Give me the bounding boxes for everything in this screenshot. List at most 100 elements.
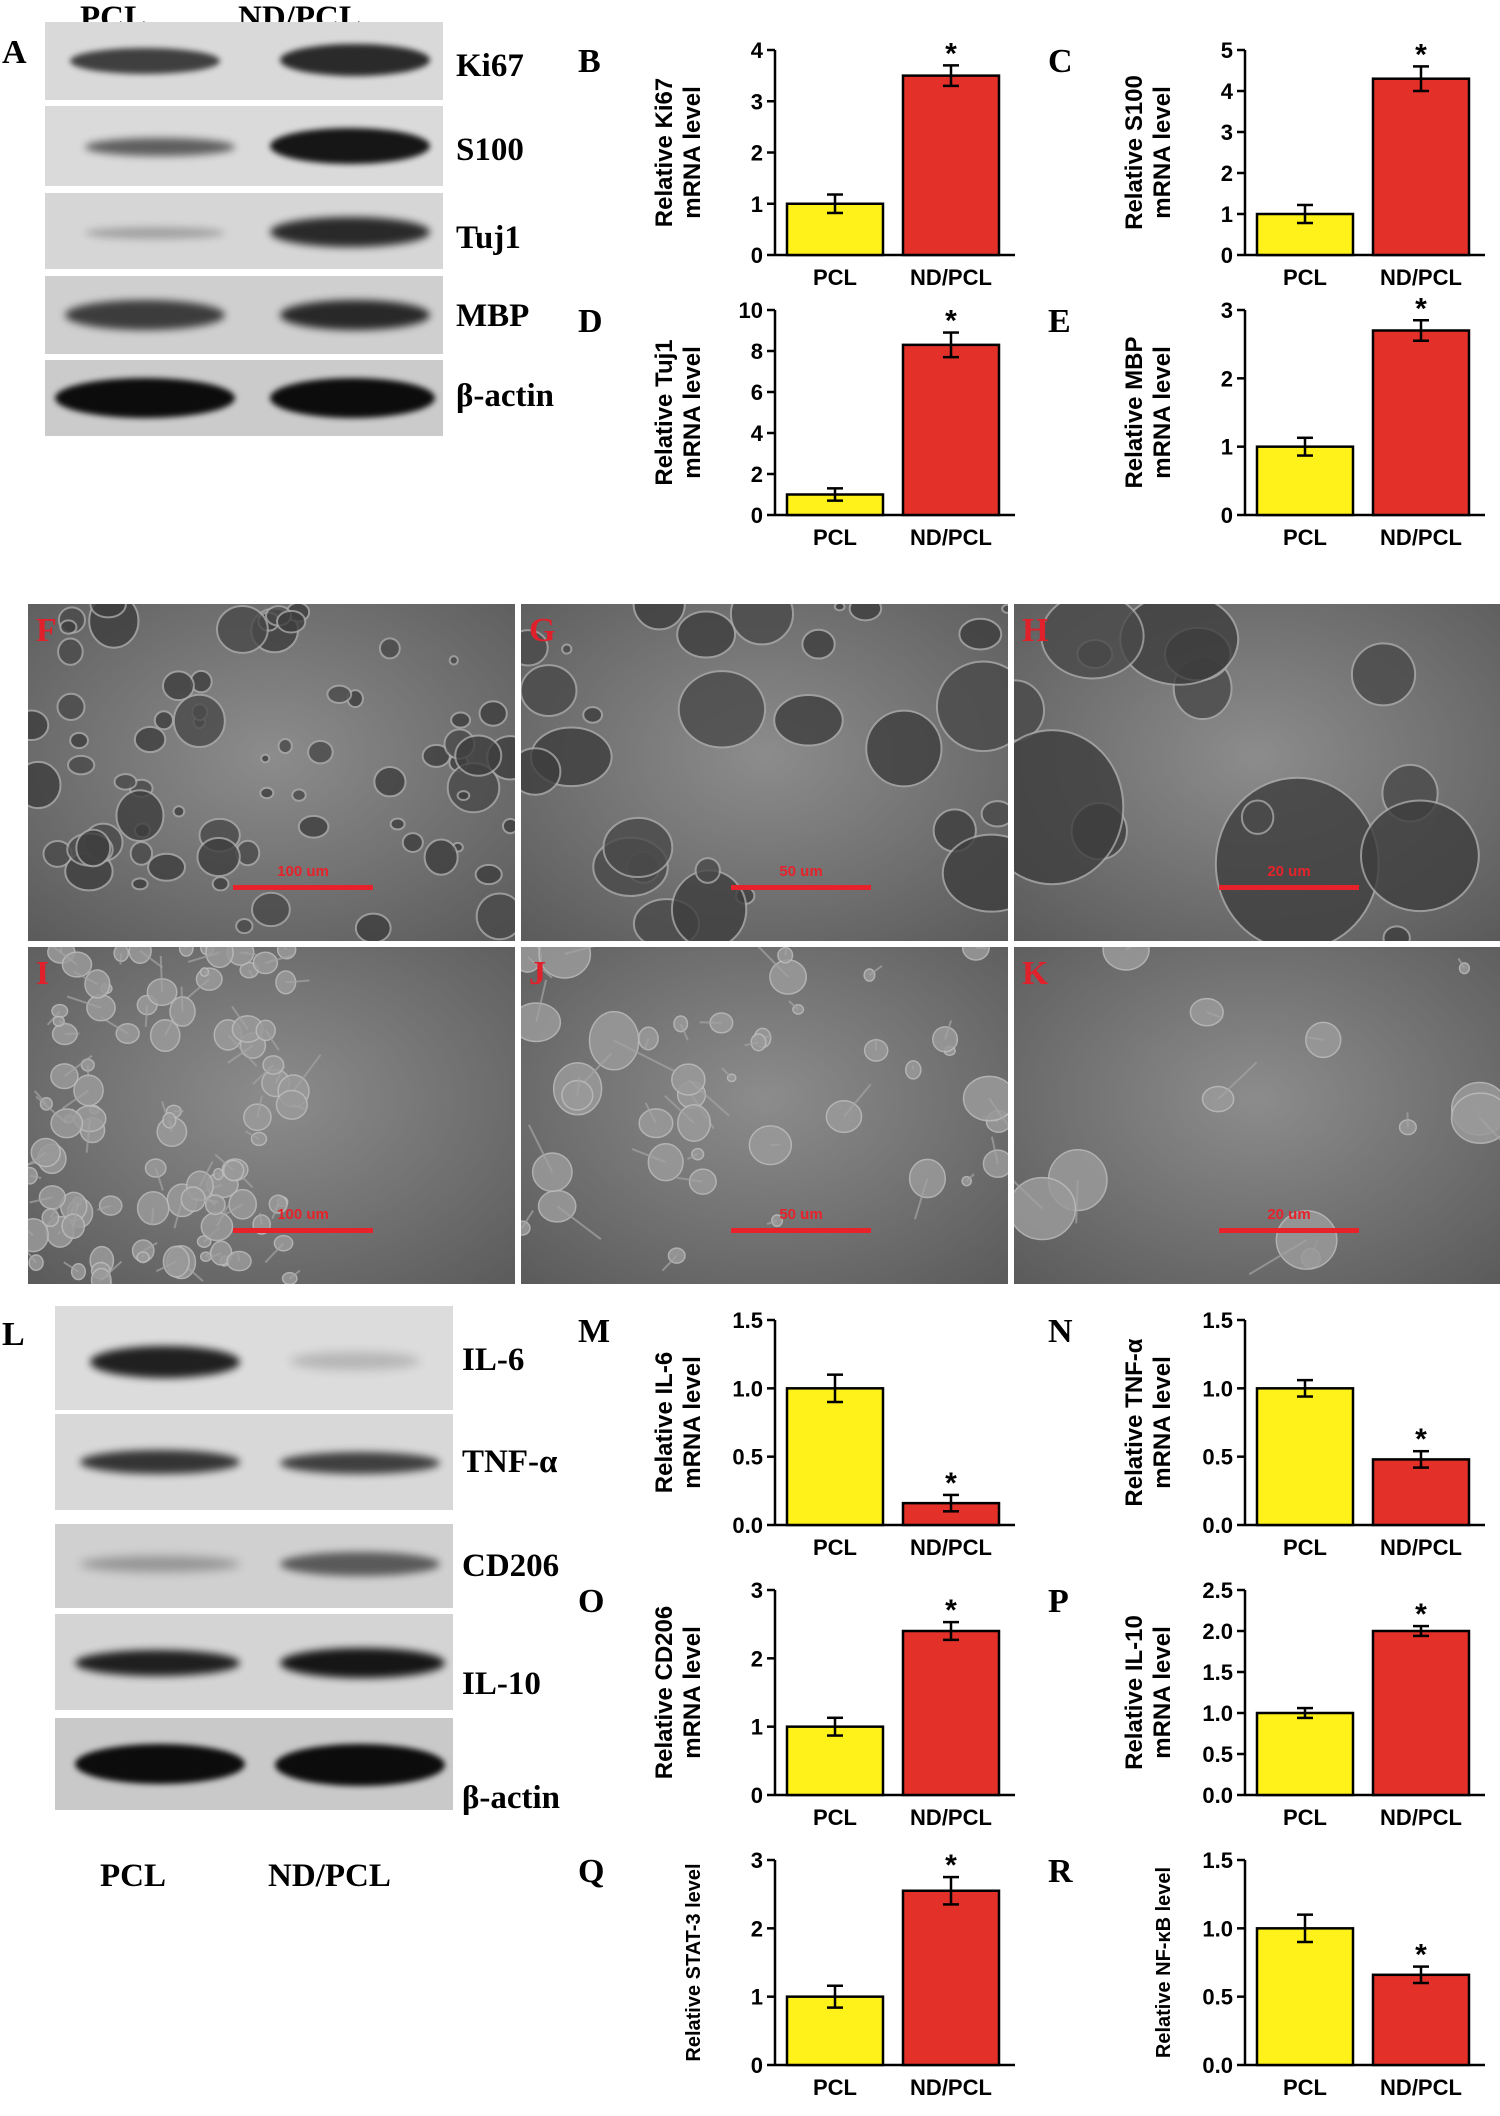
y-tick-label: 0 [751, 2053, 763, 2078]
y-axis-label: Relative Ki67 [651, 78, 678, 227]
y-tick-label: 2 [1221, 366, 1233, 391]
blot-label-cd206: CD206 [462, 1550, 559, 1583]
y-tick-label: 4 [1221, 79, 1234, 104]
bar-nd-pcl [1373, 331, 1469, 516]
sem-image-k-texture [1014, 947, 1500, 1284]
x-tick-label: ND/PCL [1380, 1805, 1462, 1830]
bar-pcl [1257, 1928, 1353, 2065]
y-tick-label: 1.0 [1202, 1701, 1233, 1726]
y-tick-label: 0.0 [732, 1513, 763, 1538]
y-axis-label: Relative NF-κB level [1153, 1867, 1175, 2058]
panel-label-n: N [1048, 1313, 1073, 1350]
blot-label-tuj1: Tuj1 [456, 222, 521, 255]
y-tick-label: 3 [1221, 298, 1233, 323]
bar-pcl [1257, 1388, 1353, 1525]
y-tick-label: 1 [751, 1985, 763, 2010]
y-tick-label: 3 [751, 1578, 763, 1603]
y-tick-label: 0 [751, 503, 763, 528]
significance-marker: * [945, 1467, 957, 1500]
x-tick-label: PCL [1283, 1535, 1327, 1560]
y-tick-label: 1 [751, 1715, 763, 1740]
lane-label-ndpcl-bottom: ND/PCL [268, 1860, 391, 1893]
y-axis-label: mRNA level [1149, 1356, 1176, 1489]
y-tick-label: 3 [751, 1848, 763, 1873]
blot-label-s100: S100 [456, 134, 524, 167]
scale-bar [1219, 885, 1359, 890]
panel-label-k: K [1022, 957, 1048, 991]
bar-pcl [1257, 447, 1353, 515]
x-tick-label: PCL [813, 1805, 857, 1830]
y-axis-label: Relative MBP [1121, 336, 1148, 488]
x-tick-label: ND/PCL [910, 265, 992, 290]
blot-strip-mbp [45, 276, 443, 354]
y-axis-label: Relative S100 [1121, 75, 1148, 230]
x-tick-label: ND/PCL [1380, 525, 1462, 550]
y-tick-label: 1.0 [732, 1376, 763, 1401]
scale-bar [233, 1228, 373, 1233]
y-tick-label: 0.0 [1202, 1513, 1233, 1538]
y-tick-label: 3 [751, 89, 763, 114]
y-tick-label: 0 [751, 243, 763, 268]
sem-image-i-texture [28, 947, 515, 1284]
x-tick-label: PCL [1283, 265, 1327, 290]
bar-nd-pcl [903, 1891, 999, 2065]
scale-bar [731, 1228, 871, 1233]
y-axis-label: mRNA level [1149, 346, 1176, 479]
scale-bar-label: 100 um [233, 863, 373, 880]
panel-label-h: H [1022, 614, 1048, 648]
panel-label-r: R [1048, 1853, 1073, 1890]
panel-label-g: G [529, 614, 555, 648]
bar-nd-pcl [903, 1631, 999, 1795]
significance-marker: * [1415, 1598, 1427, 1631]
y-tick-label: 0.5 [1202, 1445, 1233, 1470]
y-tick-label: 4 [751, 421, 764, 446]
y-tick-label: 1.5 [1202, 1308, 1233, 1333]
blot-label-beta-actin-top: β-actin [456, 380, 554, 413]
significance-marker: * [1415, 292, 1427, 325]
blot-label-tnfa: TNF-α [462, 1446, 557, 1479]
y-tick-label: 1 [751, 192, 763, 217]
y-tick-label: 0 [1221, 503, 1233, 528]
significance-marker: * [1415, 1939, 1427, 1972]
significance-marker: * [1415, 38, 1427, 71]
y-tick-label: 1.0 [1202, 1376, 1233, 1401]
x-tick-label: ND/PCL [910, 1535, 992, 1560]
sem-image-h: H 20 um [1014, 604, 1500, 941]
bar-pcl [787, 1727, 883, 1795]
scale-bar [233, 885, 373, 890]
x-tick-label: ND/PCL [910, 2075, 992, 2100]
panel-label-a: A [2, 36, 27, 70]
y-tick-label: 8 [751, 339, 763, 364]
panel-label-c: C [1048, 43, 1073, 80]
bar-nd-pcl [1373, 79, 1469, 255]
y-tick-label: 1 [1221, 435, 1233, 460]
y-tick-label: 2 [751, 1916, 763, 1941]
bar-nd-pcl [903, 76, 999, 255]
panel-label-f: F [36, 614, 57, 648]
blot-label-mbp: MBP [456, 300, 529, 333]
y-tick-label: 10 [739, 298, 763, 323]
y-axis-label: mRNA level [679, 86, 706, 219]
y-tick-label: 2 [1221, 161, 1233, 186]
x-tick-label: PCL [1283, 2075, 1327, 2100]
x-tick-label: ND/PCL [1380, 2075, 1462, 2100]
y-axis-label: Relative Tuj1 [651, 339, 678, 485]
y-tick-label: 2 [751, 1646, 763, 1671]
scale-bar-label: 20 um [1219, 863, 1359, 880]
y-tick-label: 2 [751, 141, 763, 166]
y-axis-label: Relative STAT-3 level [683, 1863, 705, 2061]
scale-bar [1219, 1228, 1359, 1233]
panel-label-m: M [578, 1313, 610, 1350]
bar-pcl [1257, 1713, 1353, 1795]
y-axis-label: mRNA level [679, 346, 706, 479]
blot-label-il10: IL-10 [462, 1668, 541, 1701]
